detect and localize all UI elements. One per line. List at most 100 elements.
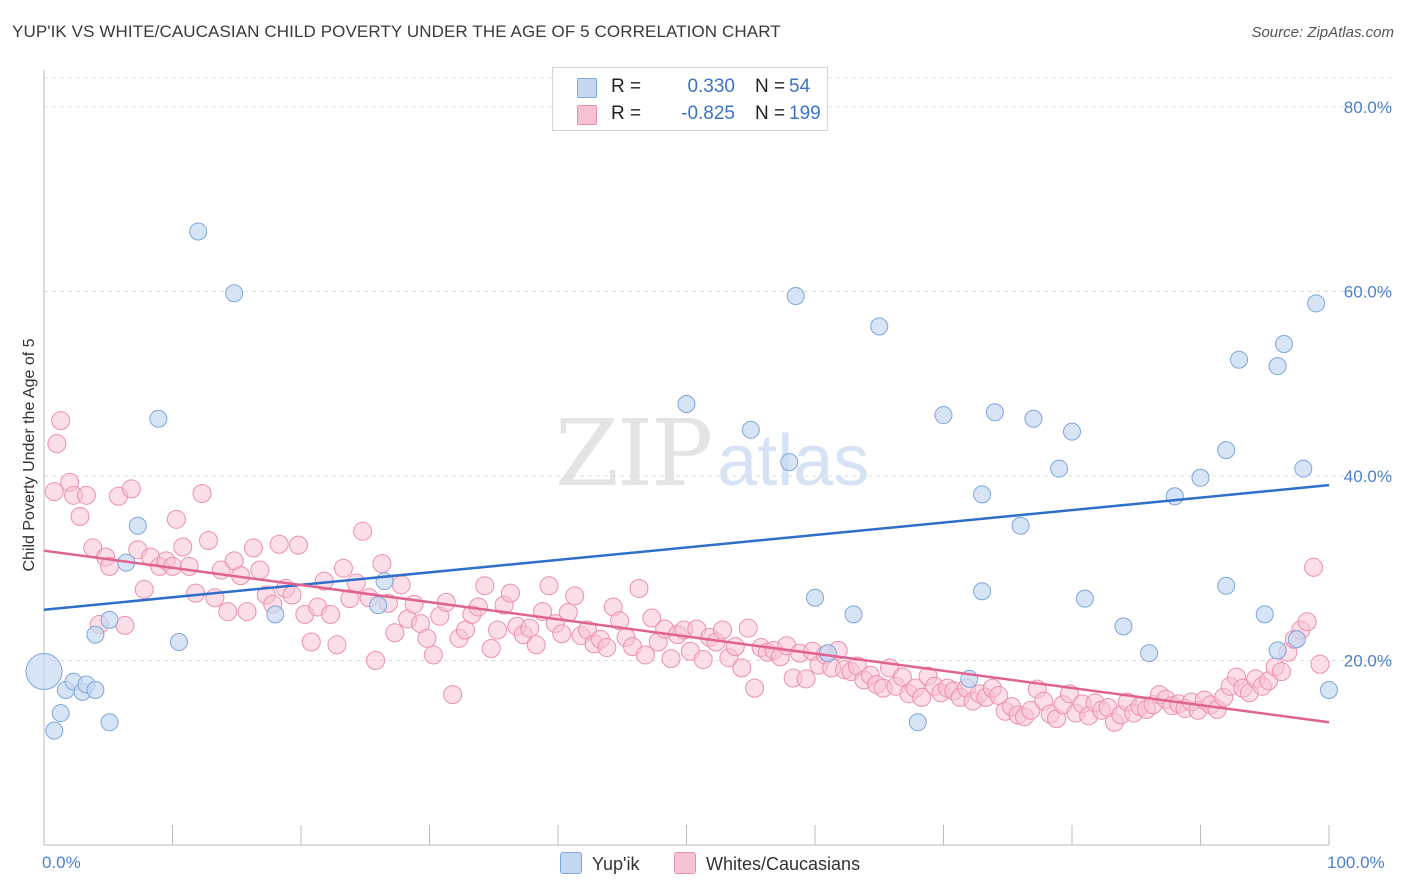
y-axis-label: Child Poverty Under the Age of 5 [21,338,38,572]
y-tick-labels: 20.0% 40.0% 60.0% 80.0% [1344,98,1392,671]
y-tick-label: 40.0% [1344,467,1392,486]
data-point-yupik [1063,422,1081,441]
correlation-legend: R = 0.330 N = 54 R = -0.825 N = 199 [552,67,828,131]
data-point-whites [51,411,71,431]
data-point-whites [629,579,649,599]
data-point-yupik [818,644,837,663]
data-point-yupik [1287,630,1306,649]
data-point-yupik [225,284,244,303]
data-point-whites [243,538,263,558]
data-point-yupik [100,610,119,629]
legend-n-label: N = [755,103,786,124]
data-point-yupik [1307,294,1326,313]
data-point-whites [192,483,212,503]
data-point-whites [134,579,154,599]
legend-n-value: 199 [789,103,821,124]
legend-n-label: N = [755,76,786,97]
data-point-yupik [1140,644,1159,663]
bottom-legend-swatch-whites [674,852,696,874]
data-point-whites [282,585,302,605]
legend-r-label: R = [611,76,642,97]
data-point-whites [610,611,630,631]
bottom-legend-swatch-yupik [560,852,582,874]
data-point-whites [526,635,546,655]
data-point-yupik [189,222,208,241]
data-point-whites [1297,612,1317,632]
series-yupik-points [25,222,1338,740]
data-point-whites [70,507,90,527]
legend-n-value: 54 [789,76,811,97]
data-point-yupik [1320,681,1338,699]
data-point-whites [500,583,520,603]
data-point-yupik [985,403,1004,422]
data-point-whites [725,637,745,657]
data-point-whites [250,560,270,580]
data-point-whites [1304,557,1324,577]
data-point-whites [475,576,495,596]
data-point-whites [520,618,540,638]
data-point-whites [327,635,347,655]
data-point-whites [1021,700,1041,720]
data-point-whites [796,669,816,689]
data-point-yupik [369,596,388,615]
data-point-yupik [25,653,63,691]
data-point-whites [539,576,559,596]
data-point-yupik [908,713,927,732]
data-point-whites [47,434,67,454]
data-point-yupik [786,287,805,306]
data-point-whites [321,604,341,624]
trend-line-yupik [43,483,1330,611]
data-point-whites [333,558,353,578]
data-point-whites [912,687,932,707]
chart-title: YUP'IK VS WHITE/CAUCASIAN CHILD POVERTY … [12,22,781,41]
data-point-yupik [741,420,760,439]
data-point-whites [443,685,463,705]
y-tick-label: 80.0% [1344,98,1392,117]
data-point-whites [488,620,508,640]
data-point-whites [173,537,193,557]
data-point-whites [76,485,96,505]
data-point-yupik [1294,459,1313,478]
data-point-whites [346,573,366,593]
legend-r-label: R = [611,103,642,124]
data-point-whites [366,650,386,670]
data-point-yupik [128,516,147,535]
data-point-whites [288,535,308,555]
data-point-yupik [86,625,105,644]
bottom-legend-label-yupik: Yup'ik [592,854,640,874]
axes [43,70,1330,846]
data-point-whites [198,531,218,551]
data-point-yupik [1114,617,1133,636]
data-point-whites [565,586,585,606]
data-point-yupik [1217,441,1236,460]
data-point-whites [372,554,392,574]
data-point-whites [661,649,681,669]
series-whites-points [44,411,1330,732]
data-point-whites [179,556,199,576]
data-point-yupik [86,681,105,699]
data-point-whites [218,602,238,622]
data-point-whites [642,608,662,628]
data-point-yupik [266,605,285,624]
source-label: Source: ZipAtlas.com [1251,24,1394,41]
data-point-whites [1310,654,1330,674]
data-point-yupik [973,485,992,504]
data-point-whites [404,594,424,614]
x-tick-label-min: 0.0% [42,853,81,872]
data-point-yupik [1024,409,1043,428]
data-point-whites [269,534,289,554]
data-point-whites [301,632,321,652]
data-point-yupik [149,409,168,428]
data-point-yupik [1050,459,1069,478]
data-point-whites [1271,662,1291,682]
y-tick-label: 20.0% [1344,651,1392,670]
data-point-whites [385,623,405,643]
data-point-whites [597,638,617,658]
data-point-yupik [1268,641,1287,660]
data-point-whites [121,479,141,499]
data-point-whites [423,645,443,665]
legend-swatch-yupik [577,78,597,98]
data-point-whites [635,645,655,665]
data-point-yupik [51,704,70,723]
data-point-yupik [1075,589,1094,608]
